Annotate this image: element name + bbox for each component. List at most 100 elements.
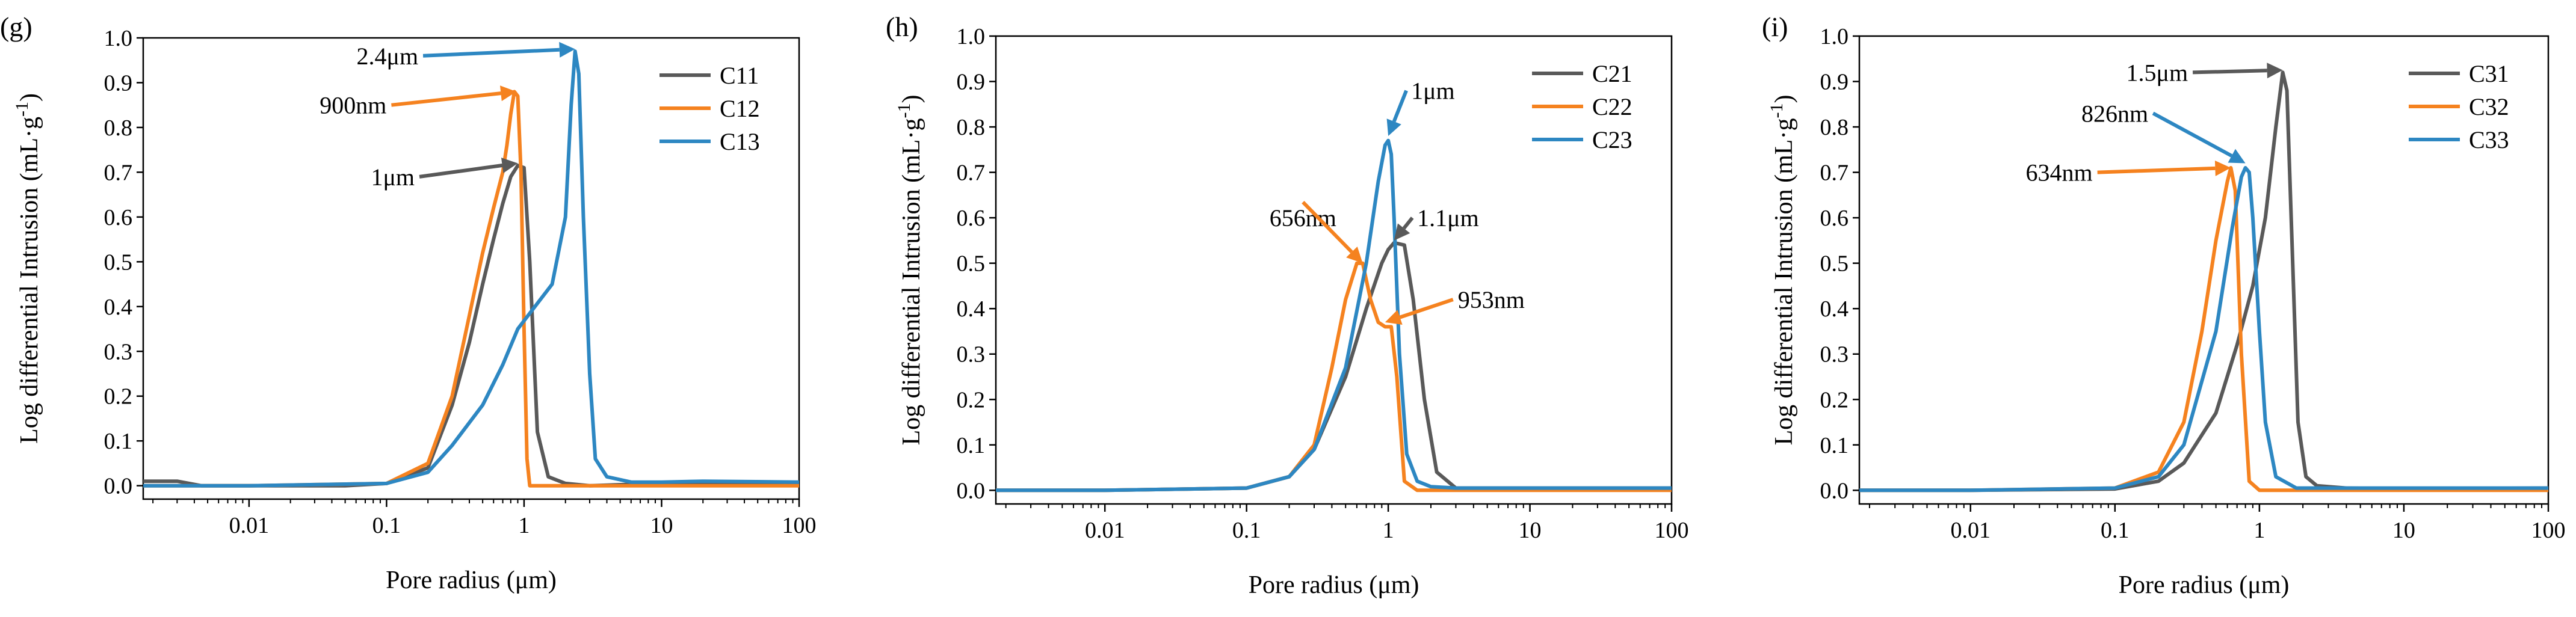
annotation-arrow-shaft <box>1399 298 1454 319</box>
annotation-arrow-head <box>1385 310 1403 325</box>
y-tick-label: 0.1 <box>957 433 986 458</box>
y-tick-label: 0.7 <box>1820 161 1849 186</box>
x-tick-label: 0.1 <box>2101 518 2130 543</box>
legend-label-c22: C22 <box>1592 93 1632 120</box>
x-tick-label: 0.01 <box>1085 518 1125 543</box>
y-tick-label: 0.9 <box>1820 70 1849 95</box>
y-axis-label-close: ) <box>898 95 925 103</box>
x-axis-label: Pore radius (μm) <box>386 566 557 594</box>
annotation-arrow-shaft <box>2192 69 2267 75</box>
y-tick-label: 0.5 <box>104 250 133 275</box>
y-axis-label-close: ) <box>1770 95 1798 103</box>
y-tick-label: 0.6 <box>1820 206 1849 231</box>
y-axis-label-text: Log differential Intrusion (mL·g <box>1770 118 1798 446</box>
series-line-c33 <box>1859 166 2548 493</box>
legend-label-c33: C33 <box>2469 126 2509 153</box>
y-tick-label: 0.1 <box>104 429 133 454</box>
x-tick-label: 10 <box>1519 518 1542 543</box>
y-axis-label-superscript: -1 <box>12 102 32 117</box>
annotation-arrow-shaft <box>1402 216 1414 230</box>
plot-frame <box>1858 35 2550 505</box>
y-tick-label: 0.6 <box>957 206 986 231</box>
y-tick-label: 0.6 <box>104 205 133 230</box>
annotation-arrow-shaft <box>422 48 560 58</box>
annotation-arrow-head <box>2214 160 2231 176</box>
annotation-label: 1μm <box>371 164 415 191</box>
annotation-arrow-head <box>1346 246 1363 263</box>
y-tick-label: 0.2 <box>957 387 986 413</box>
annotation-label: 634nm <box>2025 159 2092 186</box>
y-tick-label: 0.5 <box>957 251 986 277</box>
y-tick-label: 0.8 <box>1820 115 1849 140</box>
x-tick-label: 10 <box>650 513 673 538</box>
legend-label-c23: C23 <box>1592 126 1632 153</box>
y-tick-label: 0.8 <box>957 115 986 140</box>
y-tick-label: 0.7 <box>957 161 986 186</box>
y-axis-label-superscript: -1 <box>1767 103 1787 118</box>
y-tick-label: 0.4 <box>1820 296 1849 322</box>
annotation-arrow-shaft <box>2097 166 2216 174</box>
annotation-label: 953nm <box>1458 286 1525 313</box>
series-line-c12 <box>143 90 799 488</box>
annotation-label: 2.4μm <box>357 43 419 70</box>
x-tick-label: 100 <box>2531 518 2566 543</box>
legend-label-c21: C21 <box>1592 60 1632 87</box>
annotation-label: 826nm <box>2081 100 2148 127</box>
legend-label-c12: C12 <box>720 95 760 122</box>
y-axis-label: Log differential Intrusion (mL·g-1) <box>12 93 43 444</box>
legend-label-c11: C11 <box>720 62 759 89</box>
annotation-arrow-head <box>2267 63 2283 79</box>
y-axis-label-text: Log differential Intrusion (mL·g <box>898 118 925 446</box>
plot-frame <box>142 37 800 500</box>
y-tick-label: 0.0 <box>957 478 986 503</box>
y-tick-label: 0.2 <box>1820 387 1849 413</box>
annotation-arrow-head <box>1386 118 1401 137</box>
chart-panel-3: 0.0 0.1 0.2 0.3 0.4 0.5 0.6 0.7 0.8 0.9 1.0 0.01 0.1… <box>1762 11 2566 599</box>
legend-label-c13: C13 <box>720 128 760 155</box>
panel-label: (i) <box>1762 11 1788 42</box>
panel-label: (g) <box>0 11 32 42</box>
annotation-arrow-shaft <box>419 164 503 179</box>
chart-panel-2: 0.0 0.1 0.2 0.3 0.4 0.5 0.6 0.7 0.8 0.9 1.0 0.01 0.1… <box>886 11 1689 599</box>
annotation-arrow-head <box>559 41 575 58</box>
series-line-c31 <box>1859 70 2548 493</box>
y-tick-label: 1.0 <box>957 24 986 49</box>
y-tick-label: 0.3 <box>1820 342 1849 367</box>
x-tick-label: 0.1 <box>372 513 401 538</box>
annotation-label: 900nm <box>320 92 386 119</box>
x-tick-label: 1 <box>1383 518 1394 543</box>
legend-label-c32: C32 <box>2469 93 2509 120</box>
y-axis-label-close: ) <box>16 93 43 102</box>
panel-label: (h) <box>886 11 918 42</box>
x-axis-label: Pore radius (μm) <box>2119 571 2290 599</box>
x-tick-label: 0.01 <box>1950 518 1991 543</box>
y-tick-label: 0.8 <box>104 115 133 141</box>
y-tick-label: 0.7 <box>104 160 133 185</box>
y-tick-label: 0.4 <box>957 296 986 322</box>
x-tick-label: 10 <box>2392 518 2415 543</box>
y-tick-label: 0.3 <box>957 342 986 367</box>
y-tick-label: 0.4 <box>104 295 133 320</box>
annotation-arrow-head <box>501 158 518 173</box>
annotation-arrow-head <box>1394 223 1410 241</box>
annotation-arrow-shaft <box>2152 111 2233 158</box>
annotation-label: 1.1μm <box>1417 204 1479 232</box>
x-tick-label: 1 <box>2253 518 2265 543</box>
annotation-arrow-head <box>500 85 517 102</box>
x-tick-label: 100 <box>782 513 817 538</box>
x-tick-label: 0.1 <box>1232 518 1261 543</box>
y-tick-label: 0.2 <box>104 384 133 410</box>
legend-label-c31: C31 <box>2469 60 2509 87</box>
x-tick-label: 1 <box>518 513 530 538</box>
annotation-arrow-head <box>2228 149 2246 164</box>
y-axis-label-superscript: -1 <box>894 103 914 118</box>
annotation-label: 1.5μm <box>2127 59 2188 86</box>
y-tick-label: 0.9 <box>104 70 133 96</box>
annotation-arrow-shaft <box>391 91 501 107</box>
plot-frame <box>995 35 1673 505</box>
y-tick-label: 0.5 <box>1820 251 1849 277</box>
annotation-label: 1μm <box>1411 78 1455 105</box>
x-axis-label: Pore radius (μm) <box>1249 571 1419 599</box>
x-tick-label: 0.01 <box>229 513 270 538</box>
